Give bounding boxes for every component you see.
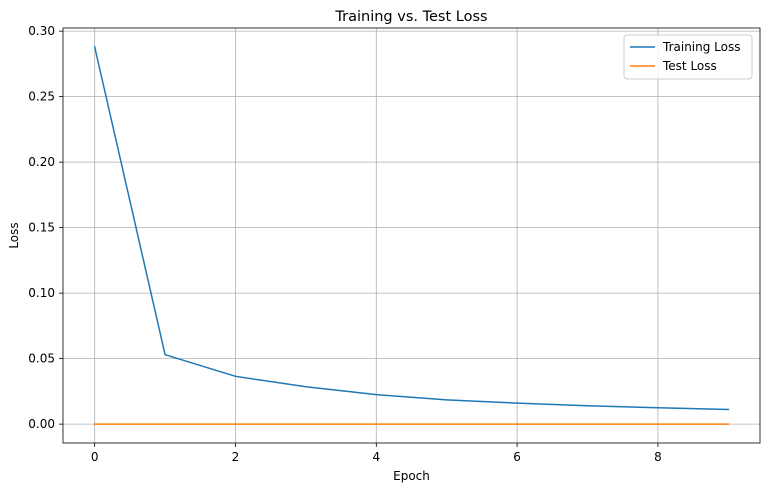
legend-box bbox=[623, 34, 753, 80]
plot-frame bbox=[62, 27, 761, 444]
x-tick-label: 8 bbox=[654, 450, 662, 464]
y-tick-label: 0.10 bbox=[28, 286, 55, 300]
y-tick-label: 0.20 bbox=[28, 155, 55, 169]
series-lines bbox=[93, 45, 730, 425]
chart-title: Training vs. Test Loss bbox=[334, 9, 487, 25]
y-tick-label: 0.25 bbox=[28, 90, 55, 104]
x-tick-label: 0 bbox=[91, 450, 99, 464]
axis-ticks: 0 2 4 6 8 0.00 0.05 0.10 0.15 0.20 0.25 0.30 bbox=[28, 24, 661, 464]
x-tick-label: 4 bbox=[372, 450, 380, 464]
y-axis-title: Loss bbox=[7, 222, 21, 248]
legend: Training Loss Test Loss bbox=[623, 34, 753, 80]
x-tick-label: 6 bbox=[513, 450, 521, 464]
y-tick-label: 0.30 bbox=[28, 24, 55, 38]
x-axis-title: Epoch bbox=[393, 469, 430, 483]
grid bbox=[63, 28, 760, 443]
x-tick-label: 2 bbox=[232, 450, 240, 464]
y-tick-label: 0.00 bbox=[28, 417, 55, 431]
legend-label-test-loss: Test Loss bbox=[662, 59, 717, 73]
series-line-training-loss bbox=[93, 45, 730, 411]
legend-label-training-loss: Training Loss bbox=[662, 40, 740, 54]
y-tick-label: 0.15 bbox=[28, 221, 55, 235]
y-tick-label: 0.05 bbox=[28, 352, 55, 366]
